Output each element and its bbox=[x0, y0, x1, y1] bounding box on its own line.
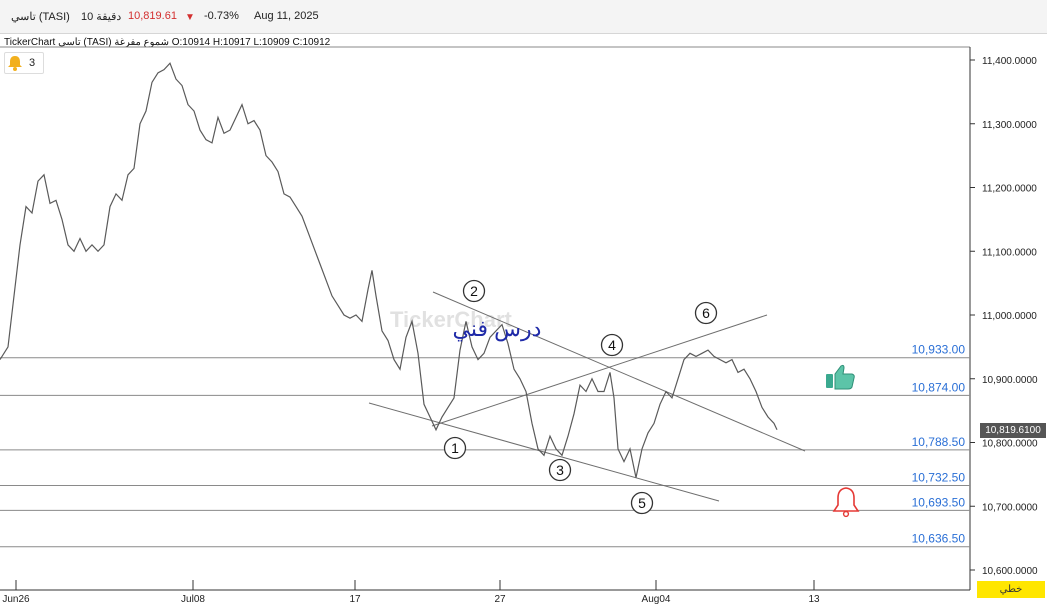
trendline-rising-wave16 bbox=[431, 314, 768, 427]
trendline-upper-wave24 bbox=[432, 291, 806, 452]
y-tick-label: 10,700.0000 bbox=[982, 502, 1038, 513]
x-tick-label: Jun26 bbox=[2, 594, 30, 604]
bell-icon bbox=[8, 56, 22, 71]
x-tick-label: Aug04 bbox=[642, 594, 671, 604]
interval-label[interactable]: 10 دقيقة bbox=[81, 11, 122, 23]
y-tick-label: 11,000.0000 bbox=[982, 311, 1037, 322]
watermark-logo: TickerChart bbox=[390, 307, 513, 332]
legend-low: L:10909 bbox=[253, 37, 290, 48]
y-tick-label: 10,600.0000 bbox=[982, 566, 1038, 577]
thumbs-up-icon[interactable] bbox=[826, 364, 855, 390]
trendline-lower-wave135 bbox=[368, 402, 720, 502]
lesson-text: درس فني bbox=[453, 316, 542, 342]
y-tick-label: 10,800.0000 bbox=[982, 439, 1038, 450]
level-label: 10,732.50 bbox=[912, 471, 966, 485]
wave-label-text: 3 bbox=[556, 462, 564, 478]
legend-open: O:10914 bbox=[171, 37, 211, 48]
y-tick-label: 11,300.0000 bbox=[982, 120, 1037, 131]
y-tick-label: 11,100.0000 bbox=[982, 247, 1037, 258]
symbol-name[interactable]: تاسي (TASI) bbox=[11, 11, 70, 23]
alerts-count: 3 bbox=[29, 57, 36, 69]
wave-labels: 1 2 3 4 5 6 bbox=[443, 279, 718, 515]
chart-type-badge[interactable]: خطي bbox=[977, 581, 1045, 598]
legend-close: C:10912 bbox=[292, 37, 331, 48]
wave-label-circle[interactable] bbox=[630, 491, 654, 515]
y-tick-label: 11,400.0000 bbox=[982, 56, 1037, 67]
level-label: 10,636.50 bbox=[912, 532, 966, 546]
wave-label-text: 6 bbox=[702, 305, 710, 321]
chart-header-bar: تاسي (TASI) 10 دقيقة 10,819.61 ▼ -0.73% … bbox=[0, 0, 1047, 34]
legend-symbol: تاسي (TASI) bbox=[58, 37, 112, 48]
level-label: 10,933.00 bbox=[912, 343, 966, 357]
y-tick-label: 11,200.0000 bbox=[982, 184, 1037, 195]
wave-label-circle[interactable] bbox=[694, 301, 718, 325]
x-tick-label: 27 bbox=[494, 594, 506, 604]
price-line bbox=[0, 62, 778, 478]
down-triangle-icon: ▼ bbox=[185, 12, 195, 23]
legend-source: TickerChart bbox=[4, 37, 56, 48]
wave-label-text: 4 bbox=[608, 337, 616, 353]
level-label: 10,788.50 bbox=[912, 435, 966, 449]
x-tick-label: 13 bbox=[808, 594, 820, 604]
y-tick-label: 10,900.0000 bbox=[982, 375, 1038, 386]
wave-label-circle[interactable] bbox=[548, 458, 572, 482]
horizontal-levels: 10,933.00 10,874.00 10,788.50 10,732.50 10,6… bbox=[0, 343, 970, 548]
level-label: 10,693.50 bbox=[912, 495, 966, 509]
wave-label-circle[interactable] bbox=[443, 436, 467, 460]
last-price: 10,819.61 bbox=[128, 10, 177, 22]
level-label: 10,874.00 bbox=[912, 380, 966, 394]
wave-label-text: 1 bbox=[451, 440, 459, 456]
legend-chart-type: شموع مفرغة bbox=[114, 37, 169, 48]
x-tick-label: 17 bbox=[349, 594, 361, 604]
ohlc-legend: TickerChart تاسي (TASI) شموع مفرغة O:109… bbox=[4, 37, 330, 48]
legend-high: H:10917 bbox=[212, 37, 251, 48]
wave-label-circle[interactable] bbox=[600, 333, 624, 357]
trendlines bbox=[368, 291, 806, 502]
wave-label-circle[interactable] bbox=[462, 279, 486, 303]
wave-label-text: 2 bbox=[470, 283, 478, 299]
current-price-tag: 10,819.6100 bbox=[980, 423, 1046, 438]
wave-label-text: 5 bbox=[638, 495, 646, 511]
change-percent: -0.73% bbox=[204, 10, 239, 22]
bell-alarm-icon[interactable] bbox=[832, 487, 860, 518]
header-date: Aug 11, 2025 bbox=[254, 10, 319, 22]
alerts-button[interactable]: 3 bbox=[4, 52, 44, 74]
x-tick-label: Jul08 bbox=[181, 594, 205, 604]
axis-ticks: 11,400.0000 11,300.0000 11,200.0000 11,100.… bbox=[2, 56, 1038, 604]
